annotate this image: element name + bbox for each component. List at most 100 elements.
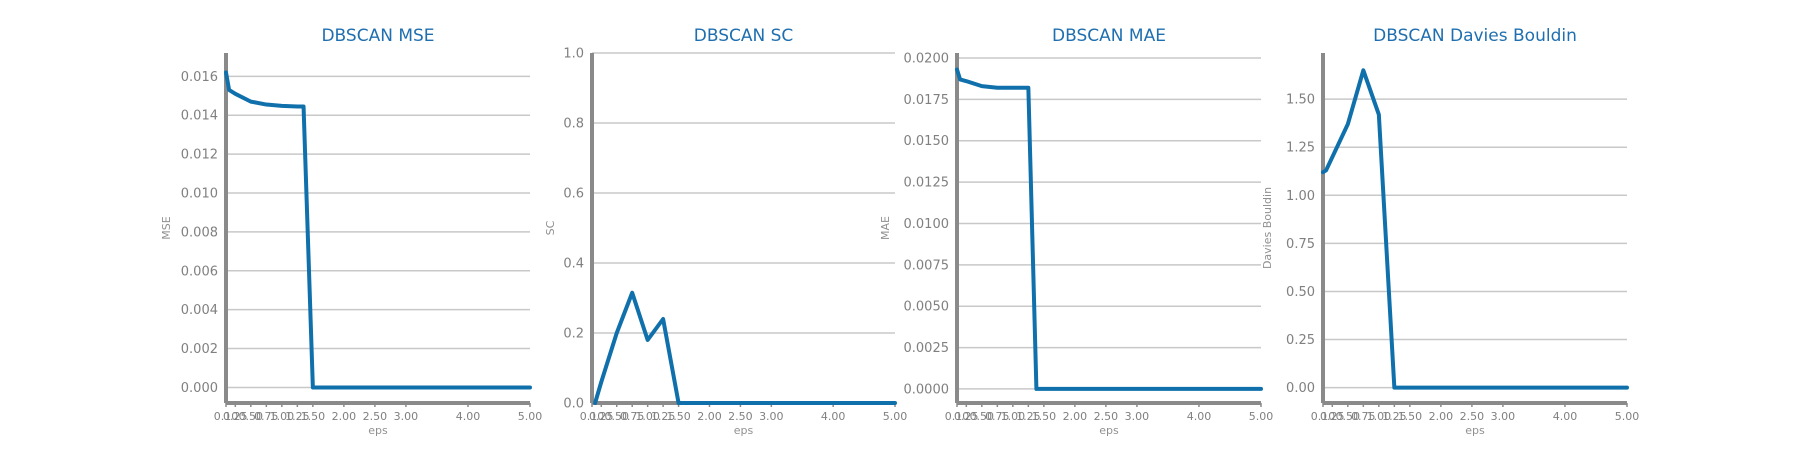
y-tick-label: 0.0000 — [904, 382, 950, 397]
chart-panel-1: 0.000 0.002 0.004 0.006 0.008 0.010 0.012 0.014… — [160, 26, 542, 437]
y-tick-label: 0.002 — [181, 342, 218, 357]
x-tick-label: 4.00 — [821, 410, 846, 423]
x-axis-label: eps — [1465, 424, 1485, 437]
x-tick-label: 3.00 — [1125, 410, 1150, 423]
y-tick-label: 0.000 — [181, 381, 218, 396]
x-tick-label: 2.00 — [332, 410, 357, 423]
y-tick-label: 0.0200 — [904, 51, 950, 66]
y-tick-label: 0.0050 — [904, 300, 950, 315]
x-tick-label: 3.00 — [394, 410, 419, 423]
x-tick-label: 1.00 — [1001, 410, 1026, 423]
chart-panel-4: 0.000.250.500.751.001.251.500.100.250.50… — [1261, 26, 1639, 437]
x-tick-label: 2.00 — [1429, 410, 1454, 423]
x-tick-label: 2.50 — [728, 410, 753, 423]
x-tick-label: 4.00 — [456, 410, 481, 423]
y-tick-label: 0.0075 — [904, 258, 950, 273]
y-tick-label: 0.004 — [181, 303, 218, 318]
x-tick-label: 0.50 — [970, 410, 995, 423]
y-tick-label: 0.008 — [181, 225, 218, 240]
y-tick-label: 0.00 — [1286, 381, 1315, 396]
y-tick-label: 0.0 — [563, 397, 584, 412]
y-tick-label: 0.25 — [1286, 333, 1315, 348]
x-tick-label: 2.50 — [1094, 410, 1119, 423]
y-tick-label: 1.50 — [1286, 93, 1315, 108]
chart-title: DBSCAN SC — [694, 26, 794, 46]
x-tick-label: 0.75 — [1351, 410, 1376, 423]
y-tick-label: 0.2 — [563, 327, 584, 342]
x-tick-label: 0.10 — [580, 410, 605, 423]
x-tick-label: 0.50 — [1336, 410, 1361, 423]
chart-title: DBSCAN Davies Bouldin — [1373, 26, 1577, 46]
y-tick-label: 0.014 — [181, 109, 218, 124]
x-tick-label: 0.75 — [985, 410, 1010, 423]
x-tick-label: 1.50 — [1032, 410, 1057, 423]
x-tick-label: 1.25 — [1382, 410, 1407, 423]
y-tick-label: 0.0100 — [904, 217, 950, 232]
y-tick-label: 0.016 — [181, 70, 218, 85]
y-tick-label: 1.0 — [563, 47, 584, 62]
x-tick-label: 1.50 — [1398, 410, 1423, 423]
chart-title: DBSCAN MAE — [1052, 26, 1166, 46]
x-tick-label: 0.10 — [945, 410, 970, 423]
x-tick-label: 5.00 — [883, 410, 908, 423]
x-tick-label: 4.00 — [1187, 410, 1212, 423]
x-tick-label: 1.00 — [270, 410, 295, 423]
y-tick-label: 0.6 — [563, 187, 584, 202]
x-axis-label: eps — [734, 424, 754, 437]
y-tick-label: 0.75 — [1286, 237, 1315, 252]
x-tick-label: 5.00 — [1249, 410, 1274, 423]
chart-panel-2: 0.00.20.40.60.81.00.100.250.500.751.001.… — [544, 26, 907, 437]
x-tick-label: 1.00 — [635, 410, 660, 423]
x-tick-label: 0.25 — [954, 410, 979, 423]
y-axis-label: SC — [544, 220, 557, 235]
x-axis-label: eps — [1099, 424, 1119, 437]
series-line-1 — [955, 67, 1263, 391]
x-tick-label: 1.25 — [1016, 410, 1041, 423]
x-tick-label: 0.75 — [254, 410, 279, 423]
x-tick-label: 1.00 — [1367, 410, 1392, 423]
y-tick-label: 0.50 — [1286, 285, 1315, 300]
x-tick-label: 2.00 — [697, 410, 722, 423]
y-tick-label: 0.0150 — [904, 134, 950, 149]
y-tick-label: 1.25 — [1286, 141, 1315, 156]
y-tick-label: 0.4 — [563, 257, 584, 272]
x-tick-label: 0.10 — [1311, 410, 1336, 423]
series-line-1 — [224, 70, 532, 390]
y-axis-label: MSE — [160, 216, 173, 239]
y-axis-label: Davies Bouldin — [1261, 187, 1274, 269]
x-tick-label: 1.50 — [301, 410, 326, 423]
chart-panel-3: 0.0000 0.0025 0.0050 0.0075 0.0100 0.0125 0.01… — [879, 26, 1273, 437]
series-line-1 — [1321, 68, 1629, 390]
x-tick-label: 5.00 — [518, 410, 543, 423]
x-tick-label: 2.50 — [1460, 410, 1485, 423]
x-tick-label: 2.00 — [1063, 410, 1088, 423]
x-tick-label: 4.00 — [1553, 410, 1578, 423]
y-axis-label: MAE — [879, 216, 892, 240]
y-tick-label: 0.0125 — [904, 176, 950, 191]
x-tick-label: 0.25 — [223, 410, 248, 423]
x-tick-label: 2.50 — [363, 410, 388, 423]
x-tick-label: 3.00 — [759, 410, 784, 423]
y-tick-label: 0.012 — [181, 148, 218, 163]
y-tick-label: 0.0025 — [904, 341, 950, 356]
y-tick-label: 0.010 — [181, 187, 218, 202]
x-tick-label: 1.25 — [651, 410, 676, 423]
x-tick-label: 3.00 — [1491, 410, 1516, 423]
series-line-1 — [593, 290, 897, 405]
x-axis-label: eps — [368, 424, 388, 437]
x-tick-label: 0.50 — [239, 410, 264, 423]
x-tick-label: 0.75 — [620, 410, 645, 423]
x-tick-label: 0.50 — [604, 410, 629, 423]
y-tick-label: 0.006 — [181, 264, 218, 279]
x-tick-label: 5.00 — [1615, 410, 1640, 423]
x-tick-label: 0.25 — [1320, 410, 1345, 423]
y-tick-label: 0.0175 — [904, 93, 950, 108]
chart-title: DBSCAN MSE — [321, 26, 434, 46]
y-tick-label: 0.8 — [563, 117, 584, 132]
y-tick-label: 1.00 — [1286, 189, 1315, 204]
x-tick-label: 0.25 — [589, 410, 614, 423]
x-tick-label: 1.50 — [666, 410, 691, 423]
x-tick-label: 0.10 — [214, 410, 239, 423]
x-tick-label: 1.25 — [285, 410, 310, 423]
